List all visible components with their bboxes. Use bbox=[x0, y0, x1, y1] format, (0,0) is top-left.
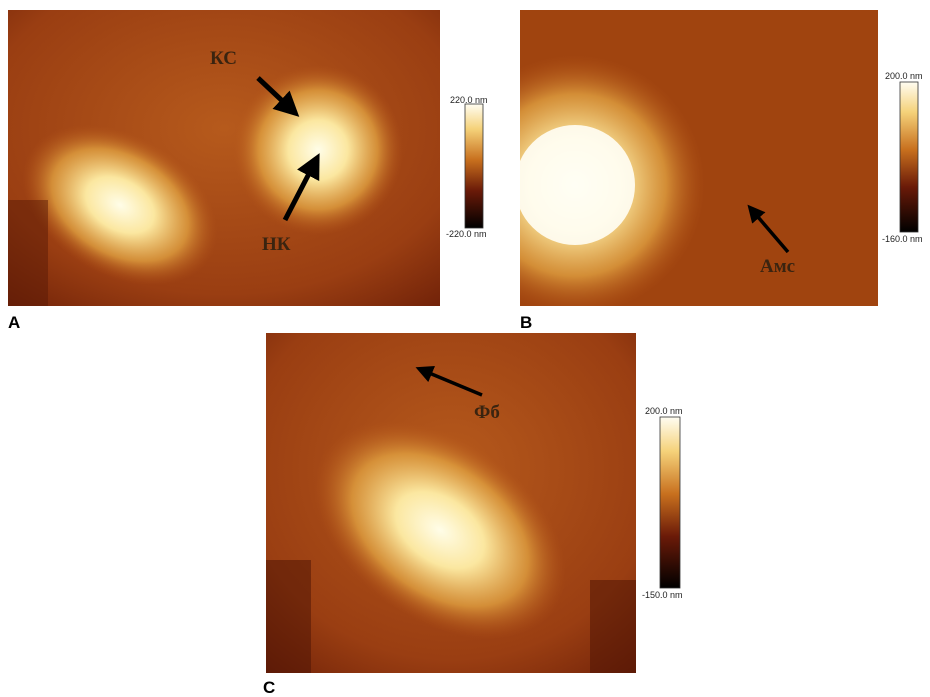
colorbar-max: 200.0 nm bbox=[885, 71, 923, 81]
colorbar-max: 220.0 nm bbox=[450, 95, 488, 105]
annotation: Фб bbox=[474, 402, 500, 423]
panel-label: B bbox=[520, 313, 532, 332]
colorbar-max: 200.0 nm bbox=[645, 406, 683, 416]
annotation: НК bbox=[262, 234, 291, 255]
colorbar bbox=[900, 82, 918, 232]
colorbar-min: -160.0 nm bbox=[882, 234, 923, 244]
colorbar bbox=[660, 417, 680, 588]
panel-label: A bbox=[8, 313, 20, 332]
colorbar-min: -220.0 nm bbox=[446, 229, 487, 239]
annotation: КС bbox=[210, 48, 237, 69]
panel-label: C bbox=[263, 678, 275, 697]
colorbar bbox=[465, 104, 483, 228]
afm-image-b bbox=[445, 10, 878, 315]
annotation: Амс bbox=[760, 256, 795, 277]
afm-image-c bbox=[266, 333, 636, 684]
colorbar-min: -150.0 nm bbox=[642, 590, 683, 600]
figure: 220.0 nm -220.0 nm КС НК A 200.0 nm -160… bbox=[0, 0, 930, 697]
